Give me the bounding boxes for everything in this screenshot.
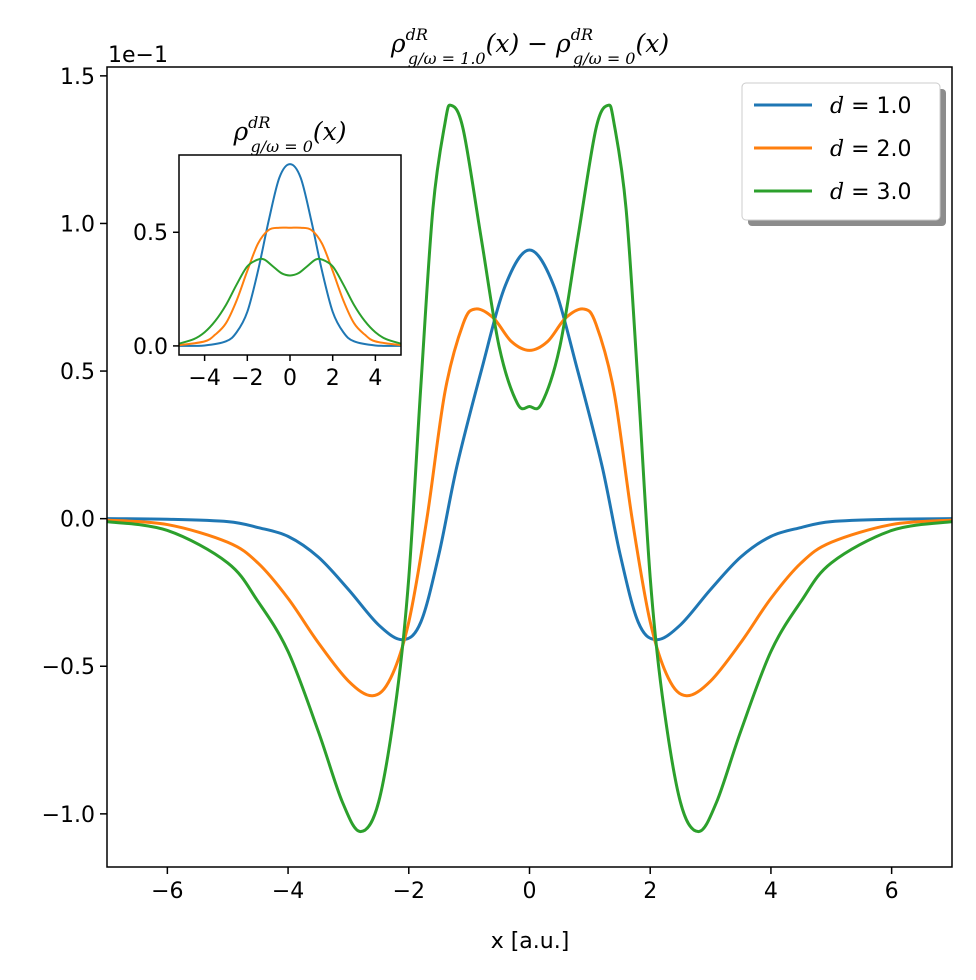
y-tick-label: 0.5 (133, 221, 168, 246)
y-tick-label: −1.0 (42, 803, 95, 828)
legend-label: d = 1.0 (830, 94, 912, 119)
series-line-0 (179, 163, 401, 347)
x-tick-label: −2 (231, 366, 263, 391)
legend-box (741, 82, 941, 221)
y-tick-label: 1.0 (60, 212, 95, 237)
y-tick-label: 0.0 (60, 508, 95, 533)
series-line-0 (107, 248, 952, 642)
series-line-2 (107, 103, 952, 834)
legend-entry: d = 3.0 (754, 180, 912, 205)
x-tick-label: 0 (283, 366, 297, 391)
main-series-group (107, 103, 952, 834)
legend-entry: d = 2.0 (754, 137, 912, 162)
x-tick-label: −6 (151, 879, 183, 904)
x-tick-label: −2 (393, 879, 425, 904)
x-tick-label: −4 (272, 879, 304, 904)
series-line-1 (179, 226, 401, 347)
x-tick-label: 2 (643, 879, 657, 904)
series-line-2 (179, 257, 401, 345)
legend-label: d = 3.0 (830, 180, 912, 205)
x-tick-label: −4 (188, 366, 220, 391)
main-y-ticks: −1.0 −0.5 0.0 0.5 1.0 1.5 (42, 65, 107, 828)
main-x-ticks: −6 −4 −2 0 2 4 6 (151, 867, 899, 904)
legend-label: d = 2.0 (830, 137, 912, 162)
inset-plot: −4 −2 0 2 4 0.0 0.5 ρdR g/ω = 0(x) (133, 113, 402, 391)
legend: d = 1.0 d = 2.0 d = 3.0 (741, 82, 946, 226)
inset-y-ticks: 0.0 0.5 (133, 221, 179, 360)
legend-entry: d = 1.0 (754, 94, 912, 119)
inset-background (179, 155, 401, 355)
x-tick-label: 6 (885, 879, 899, 904)
x-tick-label: 2 (326, 366, 340, 391)
x-tick-label: 4 (368, 366, 382, 391)
inset-title: ρdR g/ω = 0(x) (232, 113, 346, 156)
y-tick-label: 1.5 (60, 65, 95, 90)
y-tick-label: 0.0 (133, 335, 168, 360)
y-tick-label: −0.5 (42, 655, 95, 680)
y-tick-label: 0.5 (60, 360, 95, 385)
x-tick-label: 0 (523, 879, 537, 904)
series-line-1 (107, 307, 952, 698)
x-tick-label: 4 (764, 879, 778, 904)
main-plot: −6 −4 −2 0 2 4 6 −1.0 −0.5 0.0 0.5 1.0 1.5 (42, 65, 953, 904)
y-offset-text: 1e−1 (108, 43, 168, 68)
x-axis-label: x [a.u.] (491, 929, 570, 954)
inset-x-ticks: −4 −2 0 2 4 (188, 355, 382, 391)
inset-series-group (179, 163, 401, 347)
chart-title: ρdR g/ω = 1.0(x) − ρdR g/ω = 0(x) (390, 25, 669, 68)
